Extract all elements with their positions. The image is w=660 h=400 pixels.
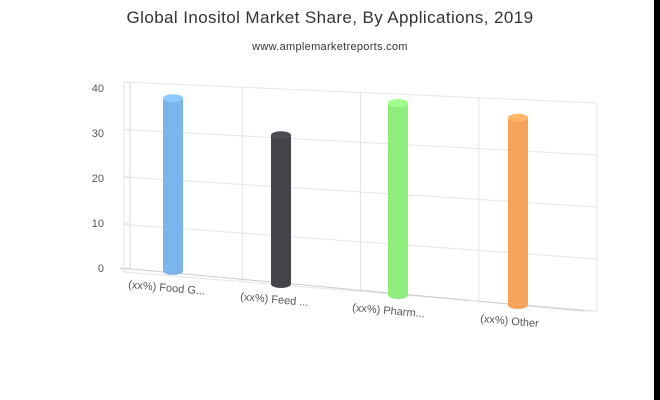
y-tick-label: 10 bbox=[92, 218, 104, 230]
bar-top-3 bbox=[388, 99, 408, 107]
chart-subtitle: www.amplemarketreports.com bbox=[252, 41, 408, 53]
gridline-side bbox=[123, 175, 131, 178]
bar-base-3 bbox=[388, 291, 408, 299]
bar-4 bbox=[508, 117, 528, 305]
x-category-label: (xx%) Food G... bbox=[128, 279, 206, 298]
y-tick-label: 40 bbox=[92, 83, 104, 95]
gridline-floor bbox=[235, 278, 243, 283]
bar-3 bbox=[388, 103, 408, 295]
gridline-floor bbox=[467, 299, 479, 302]
bar-base-2 bbox=[271, 280, 291, 288]
x-category-label: (xx%) Other bbox=[480, 313, 540, 330]
gridline-floor bbox=[351, 289, 361, 292]
y-tick-label: 30 bbox=[92, 128, 104, 140]
bar-1 bbox=[163, 98, 183, 271]
bar-base-1 bbox=[163, 267, 183, 275]
chart-title: Global Inositol Market Share, By Applica… bbox=[126, 8, 534, 27]
bar-top-4 bbox=[508, 113, 528, 122]
y-tick-label: 0 bbox=[98, 263, 104, 275]
edge-strip bbox=[654, 0, 660, 400]
gridline-side bbox=[123, 221, 131, 225]
bar-2 bbox=[271, 135, 291, 284]
x-category-label: (xx%) Feed ... bbox=[240, 291, 309, 309]
gridline-floor bbox=[119, 267, 125, 273]
bar-top-2 bbox=[271, 131, 291, 140]
gridline-side bbox=[123, 81, 131, 85]
bar-base-4 bbox=[508, 301, 528, 309]
x-category-label: (xx%) Pharm... bbox=[352, 302, 426, 320]
y-tick-label: 20 bbox=[92, 173, 104, 185]
gridline-side bbox=[123, 129, 131, 131]
bar-top-1 bbox=[163, 94, 183, 103]
